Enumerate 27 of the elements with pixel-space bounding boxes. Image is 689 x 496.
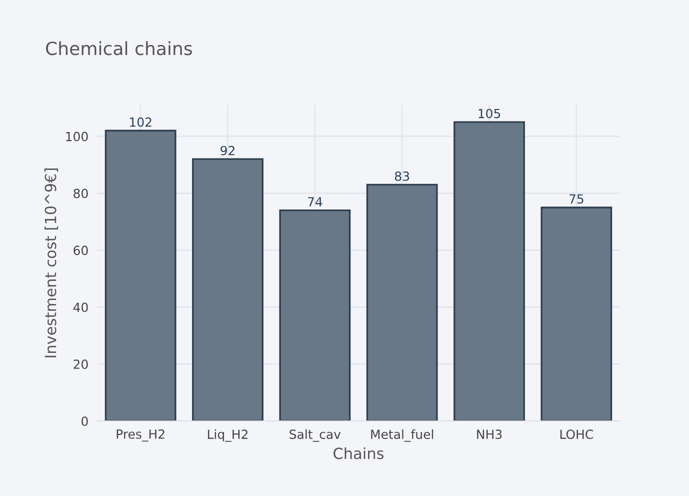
x-tick-label: Pres_H2: [116, 429, 164, 442]
data-label: 75: [569, 194, 584, 204]
data-label: 102: [130, 117, 152, 127]
y-tick-label: 0: [82, 416, 88, 426]
data-label: 105: [478, 108, 500, 118]
data-label: 92: [220, 146, 234, 156]
bar: [104, 130, 176, 421]
data-label: 83: [394, 171, 410, 181]
x-tick-label: Liq_H2: [208, 429, 248, 442]
data-label: 74: [308, 197, 322, 206]
bar: [366, 184, 438, 421]
chart-title: Chemical chains: [46, 41, 192, 56]
bar: [192, 158, 264, 421]
x-axis-title: Chains: [334, 447, 384, 460]
bar: [540, 206, 612, 421]
y-tick-label: 40: [73, 302, 88, 312]
x-tick-label: Metal_fuel: [371, 429, 434, 442]
y-tick-label: 60: [74, 246, 88, 256]
y-tick-label: 100: [66, 132, 88, 142]
x-tick-label: Salt_cav: [290, 429, 341, 442]
bar: [454, 121, 525, 421]
y-axis-title: Investment cost [10^9€]: [44, 168, 58, 358]
x-tick-label: LOHC: [560, 430, 593, 440]
y-tick-label: 20: [74, 360, 88, 369]
bar: [279, 210, 351, 421]
x-tick-label: NH3: [477, 430, 502, 440]
y-tick-label: 80: [74, 188, 88, 198]
